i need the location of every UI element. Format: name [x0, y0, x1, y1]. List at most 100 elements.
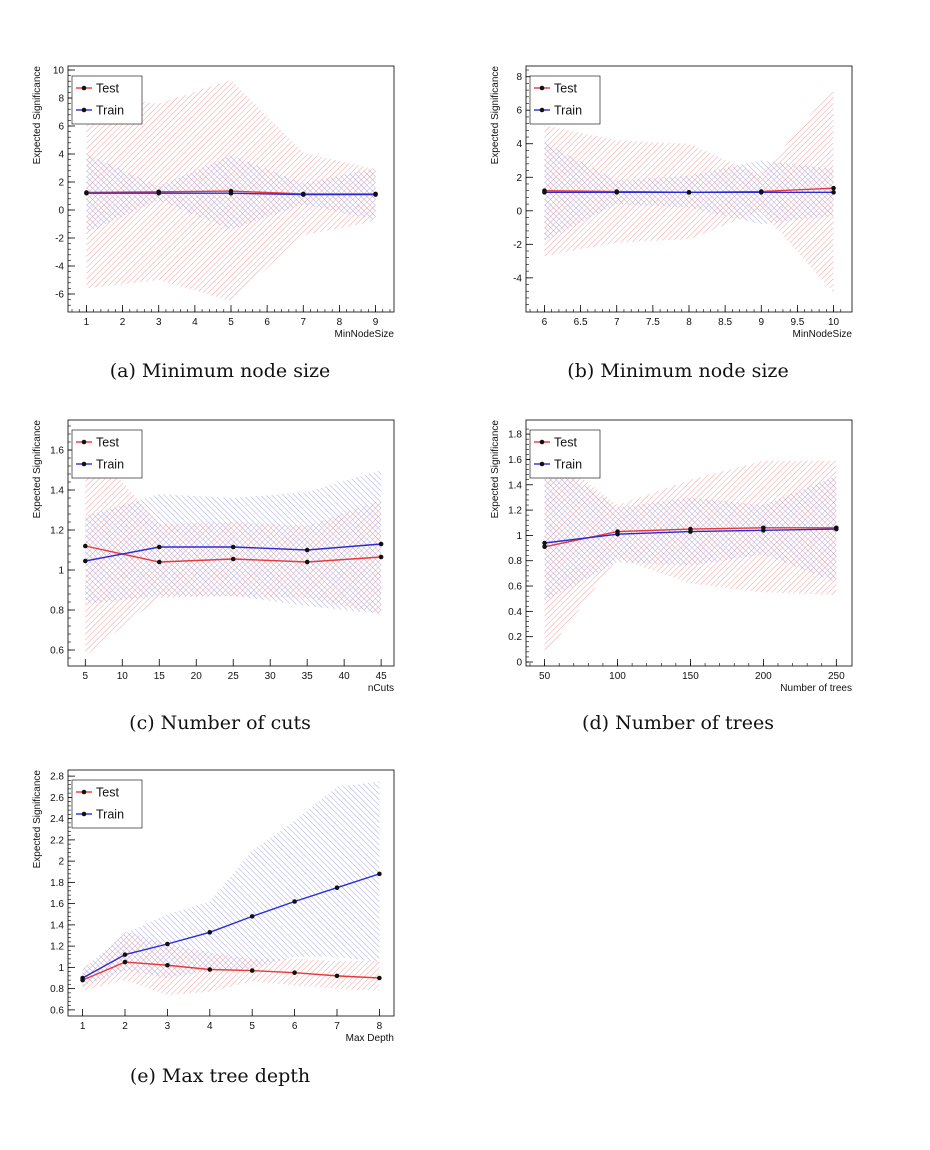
caption-a: (a) Minimum node size — [109, 360, 331, 382]
x-tick-label: 7.5 — [646, 317, 660, 328]
x-tick-label: 3 — [156, 317, 162, 328]
x-tick-label: 6.5 — [574, 317, 588, 328]
train-data-point — [230, 544, 236, 550]
train-data-point — [834, 526, 839, 532]
y-tick-label: 0 — [516, 206, 522, 217]
y-tick-label: 0.8 — [50, 606, 64, 617]
test-data-point — [165, 962, 170, 968]
y-tick-label: 1.2 — [50, 942, 64, 953]
test-data-point — [831, 185, 836, 191]
y-tick-label: -4 — [513, 273, 522, 284]
y-tick-label: 6 — [58, 122, 64, 133]
x-tick-label: 1 — [80, 1021, 86, 1032]
plot-frame — [67, 769, 395, 1017]
y-tick-label: 0.6 — [50, 646, 64, 657]
train-data-point — [80, 975, 85, 981]
x-tick-label: 40 — [339, 671, 351, 682]
train-legend-marker — [81, 811, 87, 817]
y-axis-title: Expected Significance — [490, 420, 501, 519]
x-tick-label: 6 — [542, 317, 548, 328]
x-tick-label: 25 — [228, 671, 240, 682]
train-data-point — [831, 190, 836, 195]
train-data-point — [156, 544, 162, 550]
train-data-point — [377, 871, 382, 877]
train-data-point — [378, 541, 384, 547]
plot-area — [83, 440, 384, 656]
caption-d: (d) Number of trees — [582, 712, 774, 734]
caption-e: (e) Max tree depth — [129, 1065, 311, 1087]
caption-c: (c) Number of cuts — [129, 712, 311, 734]
test-legend-marker — [539, 85, 545, 91]
y-tick-label: 10 — [53, 66, 65, 77]
test-legend-label: Test — [554, 436, 577, 450]
test-data-point — [207, 967, 213, 972]
y-tick-label: 1.6 — [508, 455, 522, 466]
y-axis-title: Expected Significance — [32, 66, 43, 165]
x-tick-label: 150 — [682, 671, 699, 682]
y-tick-label: 1.2 — [50, 526, 64, 537]
train-data-point — [165, 941, 170, 947]
test-legend-marker — [81, 789, 87, 795]
x-tick-label: 9 — [758, 317, 764, 328]
x-tick-label: 5 — [83, 671, 89, 682]
x-tick-label: 1 — [84, 317, 90, 328]
y-tick-label: 2.8 — [50, 772, 64, 783]
x-tick-label: 2 — [122, 1021, 128, 1032]
train-data-point — [686, 190, 692, 195]
x-tick-label: 35 — [302, 671, 314, 682]
x-tick-label: 6 — [264, 317, 270, 328]
y-tick-label: -2 — [513, 240, 522, 251]
x-tick-label: 5 — [228, 317, 234, 328]
x-tick-label: 8 — [377, 1021, 383, 1032]
x-axis-title: Max Depth — [346, 1033, 394, 1044]
train-data-point — [300, 192, 306, 197]
train-data-point — [542, 190, 547, 195]
chart-panel-c: 5 10 15 20 25 30 35 40 45 0.6 0.8 1 1.2 1.4 1.6 nCuts Ex… — [30, 412, 410, 694]
chart-d: 50 100 150 200 250 0 0.2 0.4 0.6 0.8 1 1.2 1.4 1.6 1.8… — [490, 419, 853, 694]
train-data-point — [292, 899, 297, 904]
y-tick-label: 1 — [58, 963, 64, 974]
legend: Test Train — [529, 75, 601, 125]
x-tick-label: 4 — [192, 317, 198, 328]
x-tick-label: 20 — [191, 671, 203, 682]
test-data-point — [122, 959, 128, 965]
plot-area — [84, 79, 378, 301]
x-tick-label: 8.5 — [718, 317, 732, 328]
y-tick-label: 2.6 — [50, 793, 64, 804]
chart-panel-a: 1 2 3 4 5 6 7 8 9 -6 -4 -2 0 2 4 6 8 10 MinNodeSize Expecte… — [30, 58, 410, 341]
train-data-point — [249, 914, 255, 919]
chart-panel-e: 1 2 3 4 5 6 7 8 0.6 0.8 1 1.2 1.4 1.6 1.8 2 2.2 2.4 2.6 2.8… — [30, 762, 410, 1044]
train-legend-label: Train — [554, 104, 582, 118]
x-tick-label: 15 — [154, 671, 166, 682]
y-tick-label: 0.8 — [50, 984, 64, 995]
test-data-point — [334, 973, 340, 979]
train-legend-label: Train — [554, 458, 582, 472]
train-data-point — [614, 190, 620, 195]
train-data-point — [761, 528, 766, 533]
test-data-point — [542, 544, 547, 550]
test-data-point — [156, 559, 162, 565]
y-tick-label: 4 — [58, 150, 64, 161]
plot-frame — [525, 419, 853, 667]
chart-panel-d: 50 100 150 200 250 0 0.2 0.4 0.6 0.8 1 1.2 1.4 1.6 1.8… — [488, 412, 868, 694]
y-tick-label: 1.8 — [50, 878, 64, 889]
train-legend-label: Train — [96, 458, 124, 472]
y-tick-label: 4 — [516, 139, 522, 150]
x-tick-label: 10 — [828, 317, 840, 328]
test-data-point — [249, 968, 255, 973]
x-tick-label: 4 — [207, 1021, 213, 1032]
train-data-point — [156, 190, 162, 196]
test-legend-label: Test — [96, 786, 119, 800]
legend: Test Train — [71, 779, 143, 829]
x-tick-label: 3 — [165, 1021, 171, 1032]
y-tick-label: 1.4 — [50, 486, 64, 497]
x-tick-label: 6 — [292, 1021, 298, 1032]
chart-a: 1 2 3 4 5 6 7 8 9 -6 -4 -2 0 2 4 6 8 10 MinNodeSize Expecte… — [32, 66, 394, 341]
test-data-point — [292, 970, 297, 975]
train-data-point — [373, 192, 378, 197]
x-tick-label: 45 — [376, 671, 388, 682]
caption-b: (b) Minimum node size — [567, 360, 789, 382]
y-tick-label: 2.2 — [50, 835, 64, 846]
y-tick-label: 0.4 — [508, 607, 522, 618]
train-uncertainty-band — [82, 781, 380, 987]
